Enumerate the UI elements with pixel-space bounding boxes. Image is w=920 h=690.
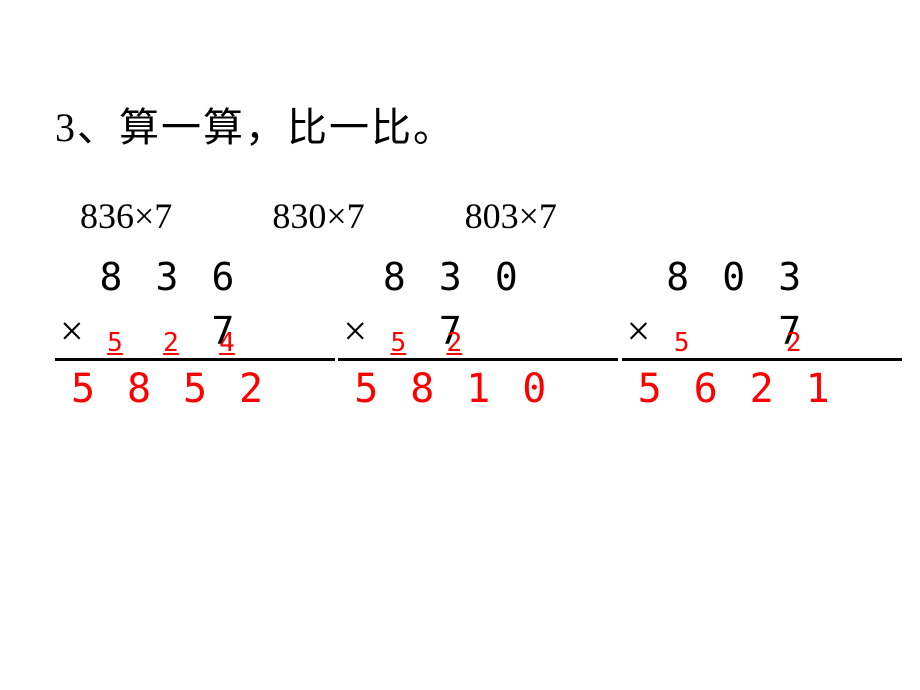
digit: 0 xyxy=(706,255,762,299)
carries-2: 5 2 xyxy=(370,328,538,358)
result-digit: 2 xyxy=(223,366,279,412)
result-digit: 5 xyxy=(55,366,111,412)
result-digit: 2 xyxy=(734,366,790,412)
digit: 6 xyxy=(195,255,251,299)
calc-3: 8 0 3 × 7 5 2 5 6 2 1 xyxy=(622,250,905,358)
carry: 2 xyxy=(766,328,822,358)
carries-3: 5 2 xyxy=(654,328,822,358)
rule-line xyxy=(622,358,902,361)
rule-line xyxy=(338,358,618,361)
expr-1: 836×7 xyxy=(80,195,172,237)
expr-2: 830×7 xyxy=(272,195,364,237)
times-sign: × xyxy=(60,308,84,356)
result-digit: 5 xyxy=(338,366,394,412)
page-title: 3、算一算，比一比。 xyxy=(55,95,455,153)
digit: 8 xyxy=(650,255,706,299)
rule-line xyxy=(55,358,335,361)
digit: 3 xyxy=(139,255,195,299)
carry: 2 xyxy=(426,328,482,358)
result-2: 5 8 1 0 xyxy=(338,366,562,412)
result-digit: 6 xyxy=(678,366,734,412)
digit: 3 xyxy=(762,255,818,299)
digit: 8 xyxy=(366,255,422,299)
digit: 8 xyxy=(83,255,139,299)
carry: 4 xyxy=(199,328,255,358)
carry: 5 xyxy=(87,328,143,358)
result-digit: 5 xyxy=(622,366,678,412)
result-digit: 0 xyxy=(506,366,562,412)
times-sign: × xyxy=(627,308,651,356)
calc-1: 8 3 6 × 7 5 2 4 5 8 5 2 xyxy=(55,250,338,358)
digit: 0 xyxy=(478,255,534,299)
result-digit: 1 xyxy=(450,366,506,412)
result-digit: 5 xyxy=(167,366,223,412)
multiplicand-3: 8 0 3 xyxy=(650,250,905,304)
times-sign: × xyxy=(343,308,367,356)
vertical-calculations: 8 3 6 × 7 5 2 4 5 8 5 2 8 3 0 × xyxy=(55,250,905,358)
multiplicand-1: 8 3 6 xyxy=(83,250,338,304)
expr-3: 803×7 xyxy=(465,195,557,237)
result-3: 5 6 2 1 xyxy=(622,366,846,412)
calc-2: 8 3 0 × 7 5 2 5 8 1 0 xyxy=(338,250,621,358)
carry: 5 xyxy=(654,328,710,358)
carries-1: 5 2 4 xyxy=(87,328,255,358)
result-digit: 1 xyxy=(790,366,846,412)
digit: 3 xyxy=(422,255,478,299)
result-1: 5 8 5 2 xyxy=(55,366,279,412)
carry: 5 xyxy=(370,328,426,358)
multiplicand-2: 8 3 0 xyxy=(366,250,621,304)
result-digit: 8 xyxy=(394,366,450,412)
carry: 2 xyxy=(143,328,199,358)
problems-expressions: 836×7 830×7 803×7 xyxy=(80,195,557,237)
result-digit: 8 xyxy=(111,366,167,412)
